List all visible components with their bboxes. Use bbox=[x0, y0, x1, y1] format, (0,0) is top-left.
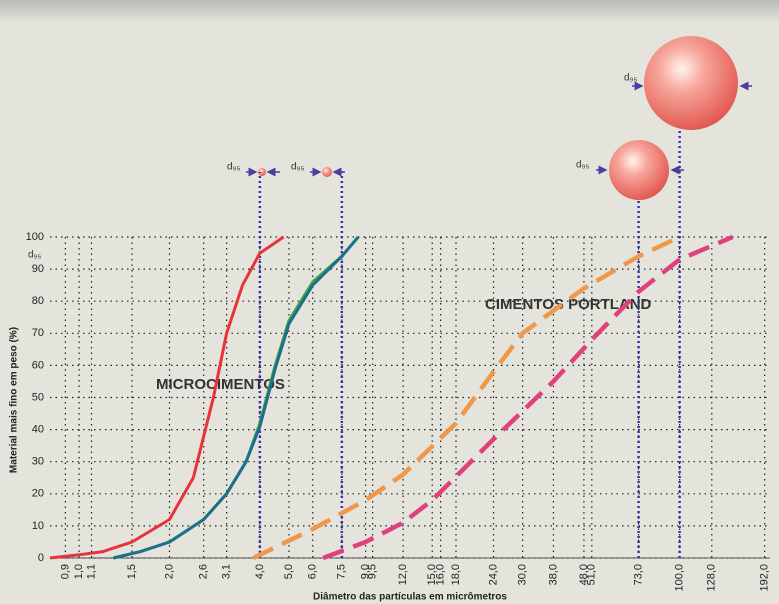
annotation: d₉₅ bbox=[28, 250, 42, 261]
x-tick-label: 5,0 bbox=[283, 564, 295, 579]
annotation: d₉₅ bbox=[624, 73, 638, 84]
y-tick-label: 90 bbox=[32, 263, 44, 275]
x-tick-label: 51,0 bbox=[586, 564, 598, 585]
x-tick-label: 9,5 bbox=[367, 564, 379, 579]
x-tick-label: 128,0 bbox=[706, 564, 718, 592]
sphere bbox=[609, 140, 669, 200]
annotation: d₉₅ bbox=[291, 162, 305, 173]
x-tick-label: 6,0 bbox=[307, 564, 319, 579]
top-band bbox=[0, 0, 779, 22]
x-tick-label: 0,9 bbox=[59, 564, 71, 579]
x-tick-label: 16,0 bbox=[435, 564, 447, 585]
x-tick-label: 4,0 bbox=[254, 564, 266, 579]
y-tick-label: 60 bbox=[32, 359, 44, 371]
x-tick-label: 30,0 bbox=[517, 564, 529, 585]
x-tick-label: 12,0 bbox=[397, 564, 409, 585]
x-tick-label: 24,0 bbox=[487, 564, 499, 585]
x-tick-label: 1,5 bbox=[126, 564, 138, 579]
chart: MICROCIMENTOS CIMENTOS PORTLAND d₉₅ d₉₅ … bbox=[0, 0, 779, 604]
y-tick-label: 50 bbox=[32, 391, 44, 403]
y-tick-label: 30 bbox=[32, 456, 44, 468]
annotation: d₉₅ bbox=[227, 162, 241, 173]
y-tick-label: 10 bbox=[32, 520, 44, 532]
y-axis-title: Material mais fino em peso (%) bbox=[9, 327, 20, 473]
y-tick-label: 100 bbox=[26, 231, 44, 243]
sphere bbox=[644, 36, 738, 130]
x-tick-label: 38,0 bbox=[547, 564, 559, 585]
x-tick-label: 3,1 bbox=[221, 564, 233, 579]
x-tick-label: 192,0 bbox=[759, 564, 771, 592]
x-tick-label: 100,0 bbox=[674, 564, 686, 592]
x-axis-title: Diâmetro das partículas em micrômetros bbox=[313, 592, 507, 603]
y-tick-label: 40 bbox=[32, 424, 44, 436]
x-tick-label: 1,0 bbox=[73, 564, 85, 579]
x-tick-label: 1,1 bbox=[85, 564, 97, 579]
y-tick-label: 70 bbox=[32, 327, 44, 339]
x-tick-label: 2,6 bbox=[198, 564, 210, 579]
x-tick-label: 73,0 bbox=[632, 564, 644, 585]
y-tick-label: 80 bbox=[32, 295, 44, 307]
y-tick-label: 20 bbox=[32, 488, 44, 500]
annotation: MICROCIMENTOS bbox=[156, 376, 285, 393]
page: {"chart_data": {"type": "line", "y_label… bbox=[0, 0, 779, 604]
y-tick-label: 0 bbox=[38, 552, 44, 564]
x-tick-label: 18,0 bbox=[450, 564, 462, 585]
x-tick-label: 2,0 bbox=[163, 564, 175, 579]
sphere bbox=[322, 167, 332, 177]
annotation: d₉₅ bbox=[576, 160, 590, 171]
x-tick-label: 7,5 bbox=[336, 564, 348, 579]
